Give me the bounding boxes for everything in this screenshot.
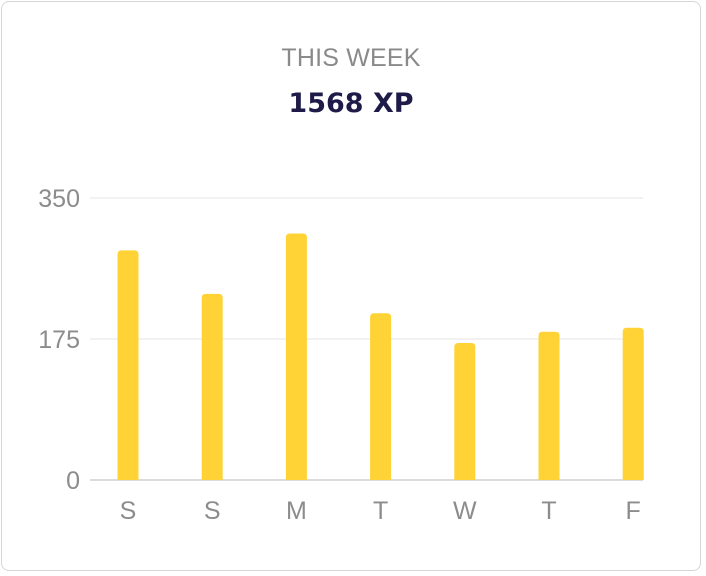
weekly-xp-total: 1568 XP [288,88,414,119]
bar-3[interactable] [370,313,392,480]
x-tick-label: M [286,497,307,525]
x-tick-label: T [541,497,556,525]
y-tick-label: 175 [38,326,80,354]
x-tick-label: T [373,497,388,525]
y-tick-label: 0 [66,467,80,495]
y-tick-label: 350 [38,185,80,213]
x-tick-label: S [120,497,137,525]
x-tick-label: S [204,497,221,525]
bar-6[interactable] [622,327,644,480]
bar-4[interactable] [454,343,476,480]
period-label: THIS WEEK [281,44,421,72]
x-tick-label: F [626,497,641,525]
bar-0[interactable] [117,250,139,480]
bar-1[interactable] [201,293,223,480]
x-tick-label: W [453,497,477,525]
bar-2[interactable] [285,233,307,480]
bar-5[interactable] [538,331,560,480]
